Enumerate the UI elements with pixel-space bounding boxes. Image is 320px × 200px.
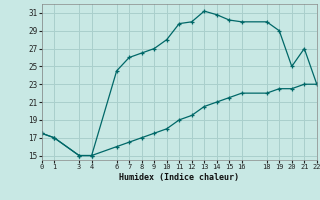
X-axis label: Humidex (Indice chaleur): Humidex (Indice chaleur) — [119, 173, 239, 182]
